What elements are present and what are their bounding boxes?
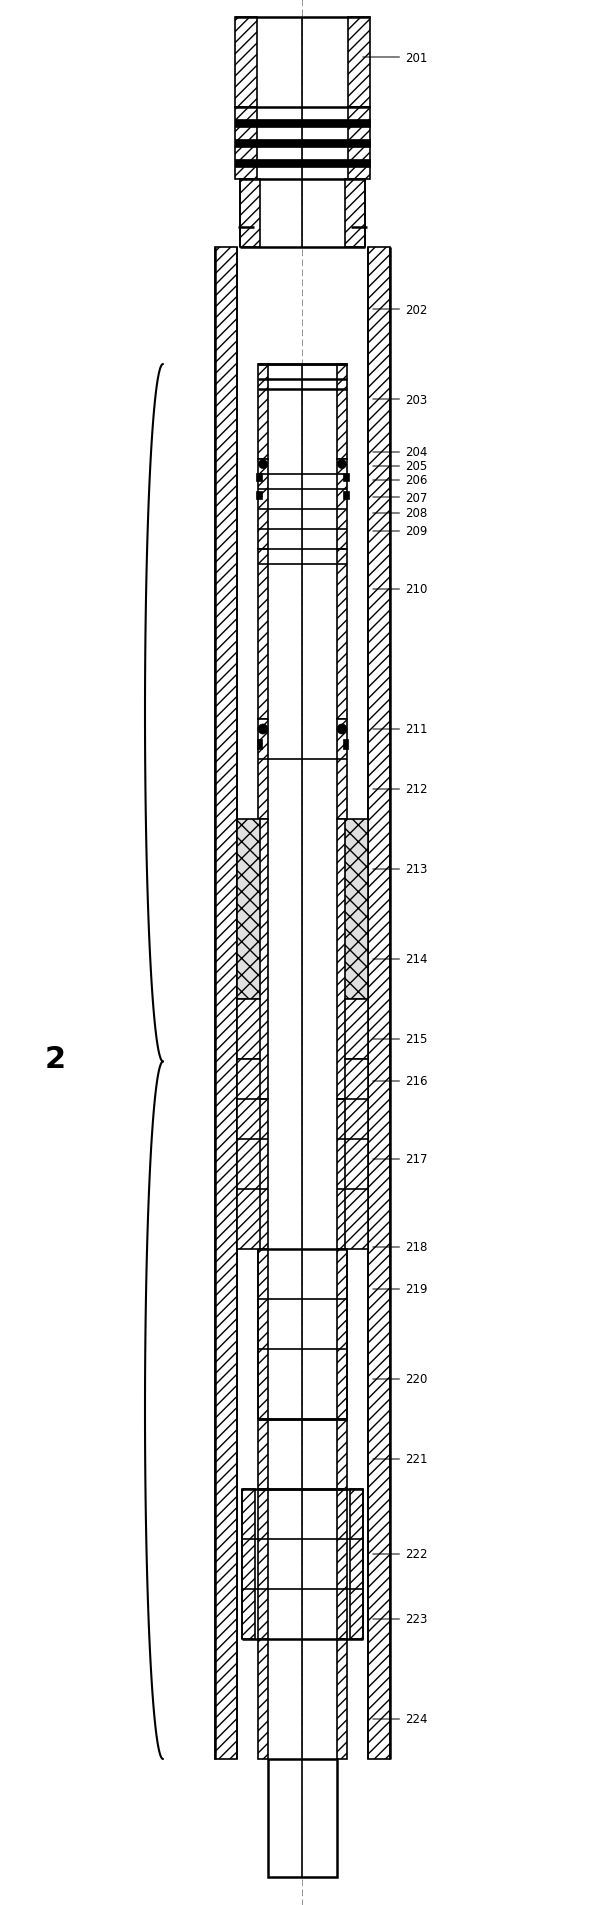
Text: 213: 213	[373, 863, 427, 876]
Text: 205: 205	[373, 461, 427, 472]
Bar	[256, 474, 262, 482]
Text: 209: 209	[373, 526, 427, 539]
Bar	[348, 109, 370, 179]
Bar	[258, 1638, 268, 1758]
Bar	[237, 1059, 260, 1250]
Bar	[235, 109, 257, 179]
Bar	[258, 819, 268, 1099]
Text: 210: 210	[373, 583, 427, 596]
Bar	[258, 551, 268, 720]
Bar	[337, 1250, 347, 1419]
Bar	[237, 819, 260, 1000]
Text: 206: 206	[373, 474, 427, 488]
Bar	[345, 179, 365, 248]
Text: 223: 223	[373, 1614, 427, 1625]
Bar	[345, 819, 368, 1000]
Text: 203: 203	[373, 392, 427, 406]
Bar	[337, 819, 347, 1099]
Text: 212: 212	[373, 783, 428, 796]
Circle shape	[258, 461, 267, 469]
Bar	[337, 1419, 347, 1490]
Text: 219: 219	[373, 1282, 428, 1295]
Bar	[235, 120, 370, 128]
Bar	[258, 1490, 268, 1638]
Text: 224: 224	[373, 1713, 428, 1726]
Bar	[258, 459, 268, 551]
Bar	[345, 1059, 368, 1250]
Text: 218: 218	[373, 1240, 427, 1253]
Text: 220: 220	[373, 1374, 427, 1385]
Bar	[343, 491, 349, 499]
Text: 202: 202	[373, 303, 427, 316]
Bar	[337, 1490, 347, 1638]
Bar	[337, 1099, 347, 1250]
Bar	[258, 720, 268, 819]
Bar	[235, 160, 370, 168]
Bar	[256, 491, 262, 499]
Text: 2: 2	[44, 1046, 65, 1074]
Text: 215: 215	[373, 1033, 427, 1046]
Bar	[237, 1000, 260, 1059]
Bar	[343, 739, 348, 749]
Circle shape	[337, 724, 347, 735]
Text: 216: 216	[373, 1074, 428, 1088]
Text: 222: 222	[373, 1547, 428, 1560]
Bar	[337, 551, 347, 720]
Bar	[258, 366, 268, 459]
Text: 204: 204	[373, 446, 427, 459]
Bar	[215, 248, 237, 1758]
Bar	[268, 1758, 337, 1876]
Text: 207: 207	[373, 491, 427, 505]
Bar	[258, 1099, 268, 1250]
Text: 201: 201	[363, 51, 427, 65]
Bar	[337, 720, 347, 819]
Bar	[343, 474, 349, 482]
Bar	[235, 17, 257, 109]
Bar	[258, 1250, 268, 1419]
Circle shape	[338, 461, 347, 469]
Bar	[257, 739, 262, 749]
Text: 214: 214	[373, 952, 428, 966]
Bar	[337, 459, 347, 551]
Circle shape	[258, 724, 268, 735]
Bar	[368, 248, 390, 1758]
Text: 217: 217	[373, 1153, 428, 1166]
Bar	[337, 1638, 347, 1758]
Bar	[242, 1490, 255, 1638]
Text: 211: 211	[373, 724, 428, 735]
Bar	[235, 139, 370, 149]
Text: 221: 221	[373, 1454, 428, 1465]
Bar	[345, 1000, 368, 1059]
Bar	[350, 1490, 363, 1638]
Bar	[337, 366, 347, 459]
Bar	[240, 179, 260, 248]
Bar	[258, 1419, 268, 1490]
Text: 208: 208	[373, 507, 427, 520]
Bar	[348, 17, 370, 109]
